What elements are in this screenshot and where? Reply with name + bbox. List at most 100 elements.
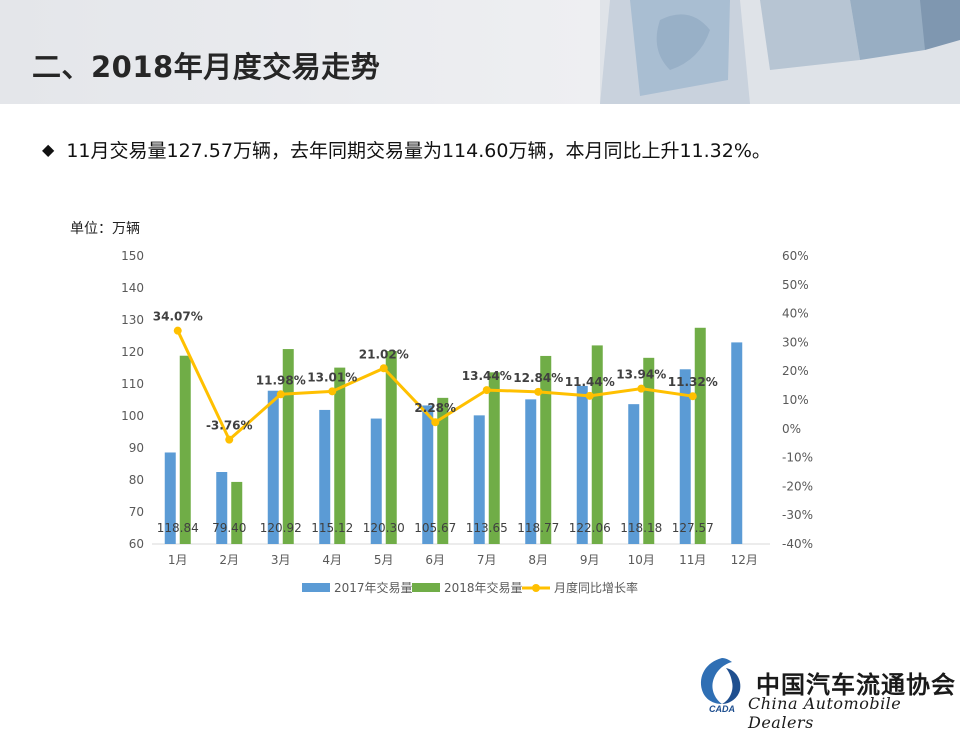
bar-2018 — [437, 397, 449, 544]
x-tick-label: 4月 — [322, 553, 342, 567]
legend-swatch-2017 — [302, 583, 330, 592]
bar-2018-value-label: 120.92 — [260, 521, 302, 535]
bar-2017 — [216, 472, 228, 544]
bar-2018 — [385, 351, 397, 544]
growth-rate-point — [482, 386, 491, 395]
bar-2018 — [282, 349, 294, 544]
y-left-tick-label: 140 — [121, 281, 144, 295]
org-name-en: China Automobile Dealers — [748, 694, 902, 732]
growth-rate-point — [276, 390, 285, 399]
bar-2017 — [731, 342, 743, 544]
y-right-tick-label: -30% — [782, 508, 813, 522]
x-tick-label: 8月 — [528, 553, 548, 567]
growth-rate-label: -3.76% — [206, 419, 253, 433]
bar-2018-value-label: 118.18 — [620, 521, 662, 535]
growth-rate-label: 21.02% — [359, 347, 409, 361]
growth-rate-point — [431, 418, 440, 427]
chart-unit-label: 单位：万辆 — [70, 221, 140, 237]
bar-2018 — [643, 357, 655, 544]
y-right-tick-label: 10% — [782, 393, 809, 407]
y-left-tick-label: 80 — [129, 473, 144, 487]
legend-swatch-2018 — [412, 583, 440, 592]
diamond-bullet-icon: ◆ — [42, 140, 55, 159]
y-right-tick-label: -10% — [782, 451, 813, 465]
y-right-tick-label: -40% — [782, 537, 813, 551]
bar-2017 — [628, 404, 640, 544]
bar-2018 — [179, 355, 191, 544]
legend-label-growth: 月度同比增长率 — [554, 580, 638, 595]
bar-2017 — [370, 418, 382, 544]
bar-2018 — [540, 355, 552, 544]
x-tick-label: 3月 — [271, 553, 291, 567]
bar-2018-value-label: 118.77 — [517, 521, 559, 535]
growth-rate-label: 12.84% — [513, 371, 563, 385]
growth-rate-label: 13.44% — [462, 369, 512, 383]
monthly-volume-chart: 150 140 130 120 110 100 90 80 70 60 60% 50% 40% 30% 20… — [121, 249, 813, 595]
y-left-tick-label: 150 — [121, 249, 144, 263]
bar-2017 — [319, 409, 331, 544]
x-tick-label: 9月 — [580, 553, 600, 567]
legend-label-2017: 2017年交易量 — [334, 580, 413, 595]
y-left-tick-label: 90 — [129, 441, 144, 455]
y-right-tick-label: 20% — [782, 364, 809, 378]
bar-2018 — [231, 481, 243, 544]
bar-2017 — [164, 452, 176, 544]
y-left-tick-label: 100 — [121, 409, 144, 423]
bar-2017 — [679, 369, 691, 544]
x-tick-label: 2月 — [219, 553, 239, 567]
growth-rate-point — [225, 435, 234, 444]
x-tick-label: 7月 — [477, 553, 497, 567]
bar-2018 — [591, 345, 603, 544]
growth-rate-point — [534, 387, 543, 396]
growth-rate-label: 13.94% — [616, 368, 666, 382]
y-left-tick-label: 60 — [129, 537, 144, 551]
legend-marker-growth — [532, 584, 540, 592]
page-title: 二、2018年月度交易走势 — [32, 50, 381, 84]
bar-2017 — [267, 390, 279, 544]
growth-rate-label: 11.98% — [256, 373, 306, 387]
bar-2018-value-label: 120.30 — [363, 521, 405, 535]
growth-rate-point — [379, 364, 388, 373]
y-right-tick-label: 50% — [782, 278, 809, 292]
y-left-tick-label: 130 — [121, 313, 144, 327]
bar-2018 — [334, 367, 346, 544]
summary-bullet: ◆ 11月交易量127.57万辆，去年同期交易量为114.60万辆，本月同比上升… — [42, 136, 771, 163]
bar-2018-value-label: 79.40 — [212, 521, 246, 535]
y-right-tick-label: -20% — [782, 479, 813, 493]
bar-2018-value-label: 122.06 — [569, 521, 611, 535]
legend-label-2018: 2018年交易量 — [444, 580, 523, 595]
x-tick-label: 1月 — [168, 553, 188, 567]
cada-logo-icon: CADA — [700, 658, 741, 714]
bar-2018-value-label: 127.57 — [672, 521, 714, 535]
growth-rate-label: 34.07% — [153, 310, 203, 324]
y-right-tick-label: 30% — [782, 335, 809, 349]
cada-logo-text: CADA — [709, 704, 735, 714]
bar-2018 — [488, 372, 500, 544]
bar-2018-value-label: 113.65 — [466, 521, 508, 535]
bar-2017 — [576, 385, 588, 544]
x-tick-label: 12月 — [731, 553, 758, 567]
bar-2018 — [694, 327, 706, 544]
x-tick-label: 11月 — [679, 553, 706, 567]
y-left-tick-label: 120 — [121, 345, 144, 359]
org-name-cn: 中国汽车流通协会 — [756, 671, 956, 699]
bar-2018-value-label: 105.67 — [414, 521, 456, 535]
growth-rate-point — [585, 391, 594, 400]
y-left-tick-label: 70 — [129, 505, 144, 519]
y-right-tick-label: 0% — [782, 422, 801, 436]
bar-2017 — [422, 405, 434, 544]
growth-rate-point — [637, 384, 646, 393]
decorative-cubes-image — [600, 0, 960, 104]
bar-2017 — [473, 415, 485, 544]
y-right-tick-label: 40% — [782, 307, 809, 321]
growth-rate-label: 2.28% — [414, 401, 456, 415]
summary-text: 11月交易量127.57万辆，去年同期交易量为114.60万辆，本月同比上升11… — [66, 140, 771, 162]
growth-rate-label: 13.01% — [307, 370, 357, 384]
y-left-tick-label: 110 — [121, 377, 144, 391]
bar-2018-value-label: 118.84 — [157, 521, 199, 535]
y-right-tick-label: 60% — [782, 249, 809, 263]
bar-2017 — [525, 399, 537, 544]
growth-rate-label: 11.44% — [565, 375, 615, 389]
growth-rate-point — [328, 387, 337, 396]
x-tick-label: 5月 — [374, 553, 394, 567]
